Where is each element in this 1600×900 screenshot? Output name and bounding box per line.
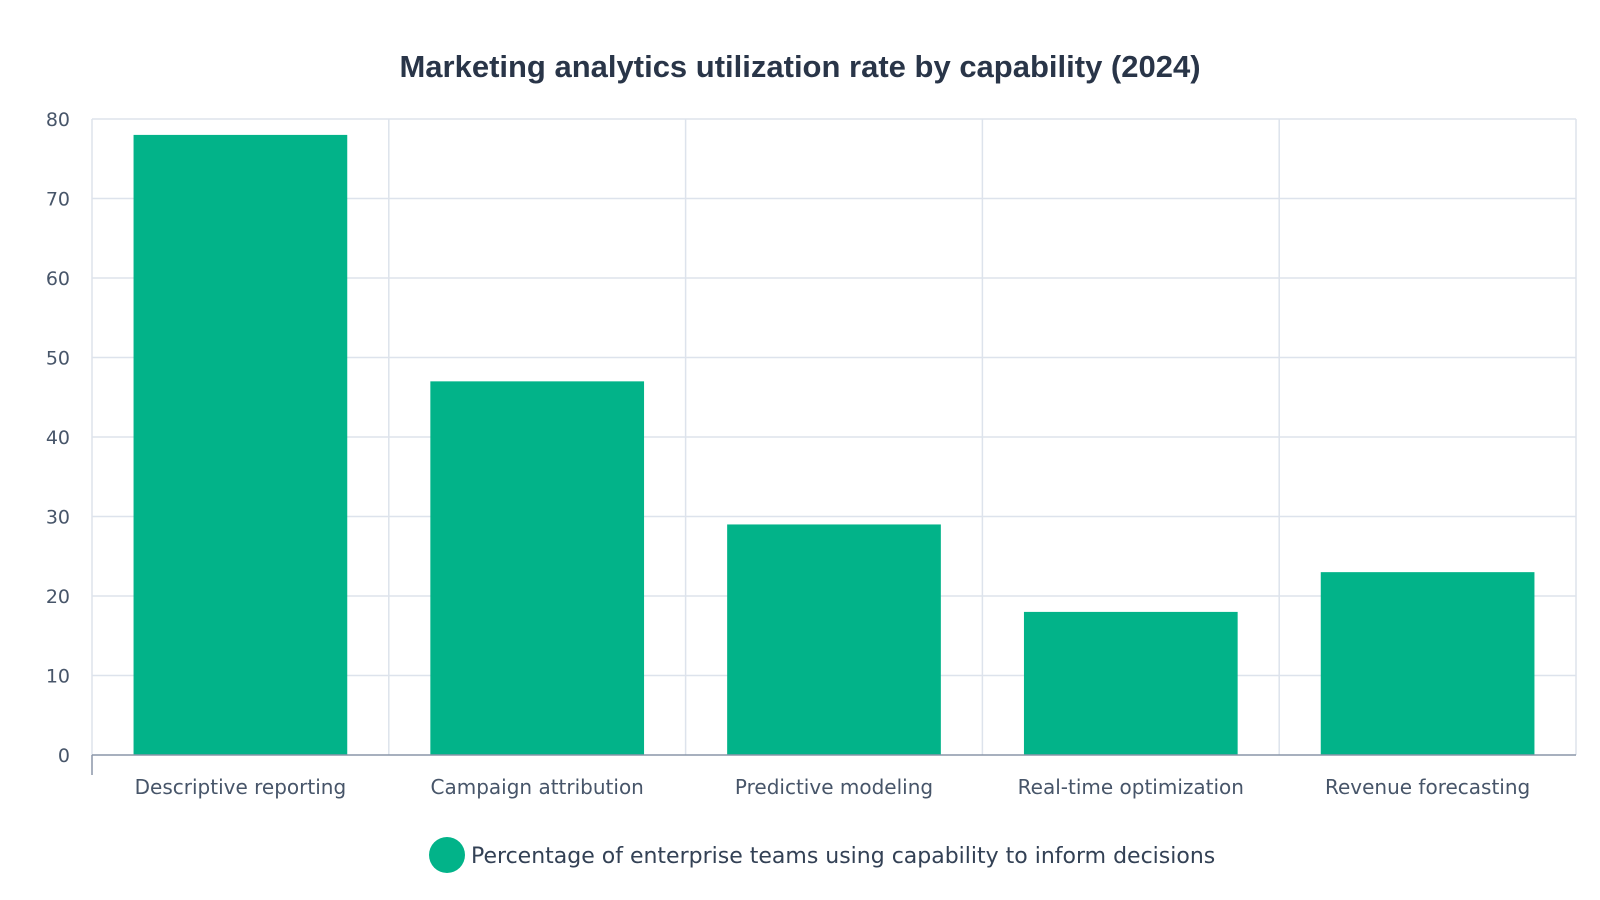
- y-tick-label: 30: [46, 507, 70, 529]
- bar[interactable]: [1023, 611, 1238, 755]
- y-tick-label: 40: [46, 427, 70, 449]
- y-tick-label: 0: [58, 745, 70, 767]
- x-tick-label: Predictive modeling: [735, 775, 933, 799]
- y-tick-label: 70: [46, 189, 70, 211]
- legend-swatch: [429, 837, 465, 873]
- x-tick-label: Campaign attribution: [431, 775, 644, 799]
- axes: 0 10 20 30 40 50 60 70 80 Descriptive reporting Ca…: [46, 109, 1576, 799]
- y-tick-label: 20: [46, 586, 70, 608]
- x-tick-label: Revenue forecasting: [1325, 775, 1530, 799]
- chart-title: Marketing analytics utilization rate by …: [399, 49, 1200, 84]
- y-tick-label: 50: [46, 348, 70, 370]
- bar[interactable]: [1320, 572, 1535, 755]
- legend-label: Percentage of enterprise teams using cap…: [471, 844, 1215, 869]
- y-tick-label: 10: [46, 666, 70, 688]
- bar[interactable]: [430, 381, 645, 755]
- legend[interactable]: Percentage of enterprise teams using cap…: [429, 837, 1215, 873]
- y-tick-label: 60: [46, 268, 70, 290]
- x-tick-label: Real-time optimization: [1018, 775, 1244, 799]
- y-tick-label: 80: [46, 109, 70, 131]
- bar[interactable]: [727, 524, 941, 755]
- bar[interactable]: [133, 134, 348, 755]
- x-tick-label: Descriptive reporting: [135, 775, 347, 799]
- bars: [133, 134, 1535, 755]
